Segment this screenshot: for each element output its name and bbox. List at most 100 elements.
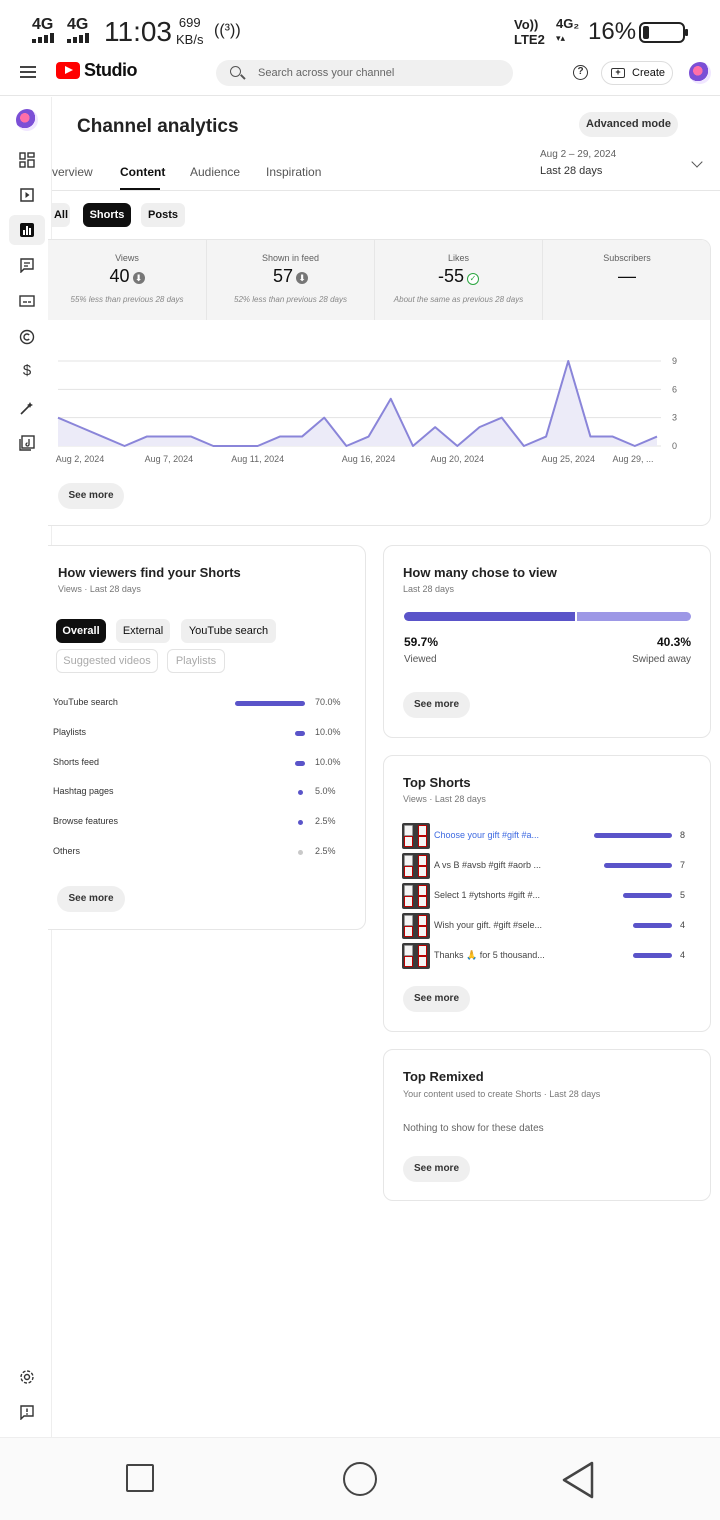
x-tick-label: Aug 7, 2024 bbox=[145, 454, 194, 464]
recents-icon[interactable] bbox=[126, 1464, 154, 1492]
top-short-row[interactable]: A vs B #avsb #gift #aorb ... 7 bbox=[384, 853, 710, 879]
network-type-1: 4G bbox=[32, 16, 54, 33]
tab-content[interactable]: Content bbox=[120, 165, 166, 179]
x-tick-label: Aug 16, 2024 bbox=[342, 454, 396, 464]
channel-avatar[interactable] bbox=[16, 109, 38, 131]
filter-shorts-chip[interactable]: Shorts bbox=[83, 203, 131, 227]
short-thumbnail bbox=[402, 913, 430, 939]
top-short-row[interactable]: Choose your gift #gift #a... 8 bbox=[384, 823, 710, 849]
chip-suggested-videos[interactable]: Suggested videos bbox=[56, 649, 158, 673]
menu-icon[interactable] bbox=[20, 66, 36, 78]
traffic-source-row[interactable]: Others 2.5% bbox=[53, 846, 353, 860]
chip-youtube-search[interactable]: YouTube search bbox=[181, 619, 276, 643]
metric-views[interactable]: Views 40 ⬇ 55% less than previous 28 days bbox=[48, 240, 206, 320]
traffic-source-row[interactable]: Playlists 10.0% bbox=[53, 727, 353, 741]
metric-note: About the same as previous 28 days bbox=[393, 295, 524, 304]
chose-subtitle: Last 28 days bbox=[403, 584, 455, 594]
check-circle-icon: ✓ bbox=[467, 273, 479, 285]
tab-overview[interactable]: verview bbox=[52, 165, 93, 179]
date-range-picker[interactable]: Aug 2 – 29, 2024 Last 28 days bbox=[540, 149, 616, 177]
short-thumbnail bbox=[402, 853, 430, 879]
feedback-icon[interactable] bbox=[19, 1404, 35, 1421]
customization-icon[interactable] bbox=[19, 400, 35, 416]
chose-see-more-button[interactable]: See more bbox=[403, 692, 470, 718]
content-icon[interactable] bbox=[19, 187, 35, 203]
dashboard-icon[interactable] bbox=[19, 152, 35, 168]
date-range: Aug 2 – 29, 2024 bbox=[540, 149, 617, 160]
hotspot-icon: ((³)) bbox=[214, 22, 241, 39]
studio-logo-text[interactable]: Studio bbox=[84, 60, 138, 80]
traffic-source-bar bbox=[235, 701, 305, 706]
x-tick-label: Aug 29, ... bbox=[612, 454, 653, 464]
filter-posts-chip[interactable]: Posts bbox=[141, 203, 185, 227]
earn-icon[interactable]: $ bbox=[22, 362, 32, 379]
top-short-row[interactable]: Thanks 🙏 for 5 thousand... 4 bbox=[384, 943, 710, 969]
traffic-see-more-button[interactable]: See more bbox=[57, 886, 125, 912]
metric-value: 40 bbox=[109, 266, 130, 286]
traffic-source-name: Others bbox=[53, 846, 81, 856]
metric-subscribers[interactable]: Subscribers — bbox=[542, 240, 710, 320]
metric-likes[interactable]: Likes -55 ✓ About the same as previous 28… bbox=[374, 240, 542, 320]
account-avatar[interactable] bbox=[689, 62, 711, 84]
short-title[interactable]: Choose your gift #gift #a... bbox=[434, 830, 540, 840]
x-tick-label: Aug 2, 2024 bbox=[56, 454, 105, 464]
search-input[interactable]: Search across your channel bbox=[216, 60, 513, 86]
traffic-source-bar bbox=[298, 820, 303, 826]
tab-audience[interactable]: Audience bbox=[190, 165, 241, 179]
home-icon[interactable] bbox=[343, 1462, 377, 1496]
top-short-row[interactable]: Select 1 #ytshorts #gift #... 5 bbox=[384, 883, 710, 909]
short-thumbnail bbox=[402, 943, 430, 969]
filter-all-chip[interactable]: All bbox=[52, 203, 70, 227]
short-views-bar bbox=[594, 833, 672, 838]
x-tick-label: Aug 20, 2024 bbox=[431, 454, 485, 464]
settings-icon[interactable] bbox=[19, 1369, 35, 1385]
traffic-title: How viewers find your Shorts bbox=[58, 565, 241, 580]
chip-overall[interactable]: Overall bbox=[56, 619, 106, 643]
traffic-source-pct: 2.5% bbox=[315, 816, 336, 827]
comments-icon[interactable] bbox=[19, 257, 35, 274]
traffic-source-name: Hashtag pages bbox=[53, 786, 114, 797]
metric-label: Views bbox=[115, 253, 139, 263]
traffic-source-row[interactable]: Hashtag pages 5.0% bbox=[53, 786, 353, 800]
short-views-bar bbox=[633, 923, 672, 928]
series-line bbox=[57, 360, 658, 447]
short-views: 5 bbox=[680, 890, 686, 900]
traffic-source-row[interactable]: YouTube search 70.0% bbox=[53, 697, 353, 711]
date-range-label: Last 28 days bbox=[540, 165, 603, 177]
traffic-sources-card: How viewers find your Shorts Views · Las… bbox=[48, 545, 366, 930]
traffic-source-row[interactable]: Browse features 2.5% bbox=[53, 816, 353, 830]
top-shorts-see-more-button[interactable]: See more bbox=[403, 986, 470, 1012]
back-icon[interactable] bbox=[560, 1460, 596, 1500]
tab-inspiration[interactable]: Inspiration bbox=[266, 165, 322, 179]
youtube-logo-icon[interactable] bbox=[56, 62, 80, 79]
short-views: 7 bbox=[680, 860, 686, 870]
metric-value: 57 bbox=[272, 266, 294, 286]
metric-note: 52% less than previous 28 days bbox=[234, 295, 347, 304]
chip-playlists[interactable]: Playlists bbox=[167, 649, 225, 673]
create-button[interactable]: + Create bbox=[601, 61, 673, 85]
battery-icon bbox=[639, 22, 688, 43]
short-thumbnail bbox=[402, 883, 430, 909]
down-circle-icon: ⬇ bbox=[296, 272, 309, 284]
traffic-source-pct: 10.0% bbox=[315, 756, 341, 767]
metric-shown-in-feed[interactable]: Shown in feed 57 ⬇ 52% less than previous… bbox=[206, 240, 374, 320]
help-icon[interactable]: ? bbox=[573, 65, 588, 80]
advanced-mode-button[interactable]: Advanced mode bbox=[579, 112, 678, 137]
short-title[interactable]: Wish your gift. #gift #sele... bbox=[434, 920, 543, 930]
audio-library-icon[interactable] bbox=[19, 435, 35, 451]
subtitles-icon[interactable] bbox=[19, 293, 35, 309]
metric-label: Shown in feed bbox=[261, 253, 320, 263]
short-title[interactable]: Thanks 🙏 for 5 thousand... bbox=[434, 950, 545, 960]
traffic-source-bar bbox=[295, 760, 305, 766]
short-title[interactable]: A vs B #avsb #gift #aorb ... bbox=[434, 860, 542, 870]
top-short-row[interactable]: Wish your gift. #gift #sele... 4 bbox=[384, 913, 710, 939]
copyright-icon[interactable] bbox=[19, 329, 35, 345]
top-remixed-see-more-button[interactable]: See more bbox=[403, 1156, 470, 1182]
analytics-nav-item[interactable] bbox=[9, 215, 45, 245]
chip-external[interactable]: External bbox=[116, 619, 170, 643]
traffic-source-row[interactable]: Shorts feed 10.0% bbox=[53, 757, 353, 771]
chart-see-more-button[interactable]: See more bbox=[58, 483, 124, 509]
short-title[interactable]: Select 1 #ytshorts #gift #... bbox=[434, 890, 541, 900]
traffic-source-name: Playlists bbox=[53, 726, 87, 737]
analytics-tabs: verview Content Audience Inspiration bbox=[52, 150, 720, 191]
